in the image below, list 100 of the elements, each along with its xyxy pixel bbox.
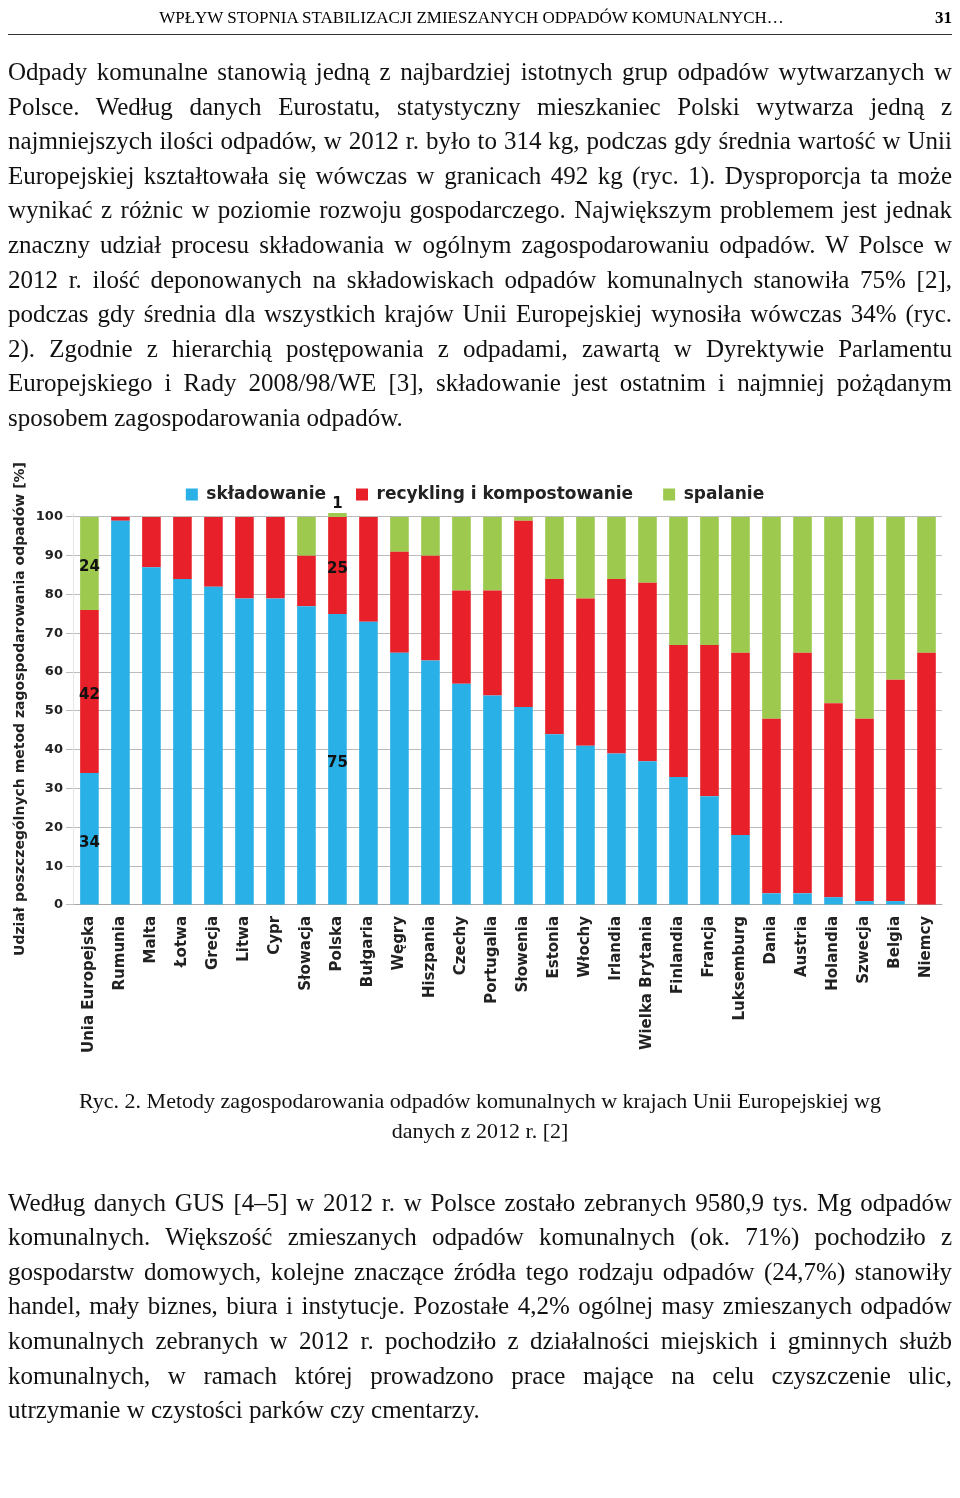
bar <box>824 516 843 703</box>
bar <box>886 900 905 904</box>
bar <box>793 892 812 904</box>
bar <box>762 516 781 719</box>
bar <box>700 516 719 645</box>
bar <box>669 644 688 777</box>
bar <box>607 516 626 579</box>
x-tick-label: Wielka Brytania <box>637 915 656 1050</box>
text: Ryc. 2. Metody zagospodarowania odpadów komunalnych w krajach Unii Europejskiej wg danych z 2012 r. [2] <box>78 1086 882 1145</box>
y-tick-label: 0 <box>53 895 63 911</box>
x-tick-label: Polska <box>327 915 346 971</box>
bar <box>514 520 533 707</box>
bar <box>328 512 347 517</box>
x-tick-label: Słowacja <box>296 915 315 991</box>
bar <box>483 694 502 904</box>
x-tick-label: Niemcy <box>916 915 935 978</box>
bar <box>483 516 502 591</box>
y-tick-label: 40 <box>44 740 63 756</box>
bar <box>855 900 874 904</box>
bar <box>855 718 874 901</box>
bar <box>638 516 657 583</box>
x-tick-label: Łotwa <box>172 915 191 968</box>
x-tick-label: Bułgaria <box>358 915 377 987</box>
x-tick-label: Cypr <box>265 914 284 955</box>
bar <box>173 516 192 579</box>
bar <box>390 551 409 653</box>
bar <box>452 590 471 684</box>
bar <box>576 745 595 904</box>
bar <box>917 516 936 653</box>
y-tick-label: 10 <box>44 857 63 873</box>
y-tick-label: 30 <box>44 779 63 795</box>
bar <box>111 520 130 904</box>
x-tick-label: Belgia <box>885 915 904 969</box>
x-tick-label: Litwa <box>234 915 253 962</box>
bar <box>390 652 409 904</box>
bar <box>762 892 781 904</box>
bar <box>359 621 378 904</box>
x-tick-label: Włochy <box>575 915 594 978</box>
text: Według danych GUS [4–5] w 2012 r. w Polsce zostało zebranych 9580,9 tys. Mg odpadów komunalnych. Większość zmieszanych odpadów komunalnych (ok. 71%) pochodziło z gospodarstw domowych, kolejne znaczące źródła tego rodzaju odpadów (24,7%) stanowiły handel, mały biznes, biura i instytucje. Pozostałe 4,2% ogólnej masy zmieszanych odpadów komunalnych zebranych w 2012 r. pochodziło z działalności miejskich i gminnych służb komunalnych, w ramach której prowadzono prace mające na celu czyszczenie ulic, utrzymanie w czystości parków czy cmentarzy. <box>8 1187 952 1426</box>
y-tick-label: 100 <box>35 507 63 523</box>
bar <box>297 555 316 606</box>
bar <box>700 795 719 904</box>
x-tick-label: Unia Europejska <box>79 915 98 1053</box>
x-tick-label: Irlandia <box>606 915 625 981</box>
y-tick-label: 90 <box>44 546 63 562</box>
bar <box>235 516 254 598</box>
bar <box>545 578 564 734</box>
x-tick-label: Grecja <box>203 915 222 970</box>
bar <box>421 516 440 556</box>
bar <box>142 516 161 567</box>
bar <box>669 516 688 645</box>
bar <box>824 896 843 904</box>
legend-label: składowanie <box>206 482 327 503</box>
bar <box>545 733 564 904</box>
bar <box>824 702 843 897</box>
bar <box>886 516 905 680</box>
x-tick-label: Rumunia <box>110 915 129 990</box>
bar <box>855 516 874 719</box>
bar <box>80 609 99 773</box>
bar <box>204 516 223 587</box>
y-tick-label: 80 <box>44 585 63 601</box>
y-tick-label: 60 <box>44 663 63 679</box>
bar <box>390 516 409 552</box>
bar <box>638 582 657 761</box>
bar <box>266 597 285 904</box>
x-tick-label: Francja <box>699 915 718 978</box>
x-tick-label: Luksemburg <box>730 915 749 1020</box>
bar <box>483 590 502 695</box>
bar <box>421 660 440 904</box>
x-tick-label: Słowenia <box>513 915 532 993</box>
bar <box>793 652 812 893</box>
bar <box>452 516 471 591</box>
bar <box>638 760 657 904</box>
x-tick-label: Malta <box>141 915 160 963</box>
bar <box>452 683 471 904</box>
x-tick-label: Portugalia <box>482 915 501 1004</box>
bar <box>235 597 254 904</box>
x-tick-label: Austria <box>792 915 811 977</box>
bar <box>545 516 564 579</box>
bar <box>142 566 161 904</box>
bar <box>297 516 316 556</box>
bar <box>793 516 812 653</box>
data-label: 75 <box>327 752 348 771</box>
bar <box>700 644 719 796</box>
bar <box>266 516 285 598</box>
y-axis-title: Udział poszczególnych metod zagospodarowania odpadów [%] <box>11 461 28 956</box>
bar <box>917 652 936 904</box>
bar <box>204 586 223 904</box>
x-tick-label: Holandia <box>823 915 842 991</box>
bar <box>111 516 130 521</box>
bar <box>421 555 440 660</box>
y-tick-label: 20 <box>44 818 63 834</box>
bar <box>297 605 316 904</box>
bar <box>669 776 688 904</box>
x-tick-label: Czechy <box>451 915 470 975</box>
legend-label: spalanie <box>683 482 765 503</box>
text: Odpady komunalne stanowią jedną z najbardziej istotnych grup odpadów wytwarzanych w Polsce. Według danych Eurostatu, statystyczny mieszkaniec Polski wytwarza jedną z najmniejszych ilości odpadów, w 2012 r. było to 314 kg, podczas gdy średnia wartość w Unii Europejskiej kształtowała się wówczas w granicach 492 kg (ryc. 1). Dysproporcja ta może wynikać z różnic w poziomie rozwoju gospodarczego. Największym problemem jest jednak znaczny udział procesu składowania w ogólnym zagospodarowaniu odpadów. W Polsce w 2012 r. ilość deponowanych na składowiskach odpadów komunalnych stanowiła 75% [2], podczas gdy średnia dla wszystkich krajów Unii Europejskiej wynosiła wówczas 34% (ryc. 2). Zgodnie z hierarchią postępowania z odpadami, zawartą w Dyrektywie Parlamentu Europejskiego i Rady 2008/98/WE [3], składowanie jest ostatnim i najmniej pożądanym sposobem zagospodarowania odpadów. <box>8 58 952 431</box>
bar <box>359 516 378 622</box>
x-tick-label: Szwecja <box>854 915 873 984</box>
bar <box>607 753 626 904</box>
